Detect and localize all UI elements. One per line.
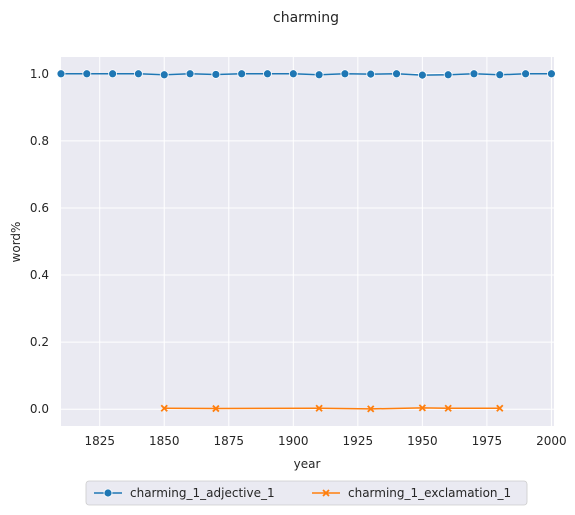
legend-marker-stroke bbox=[322, 489, 330, 497]
data-point bbox=[160, 404, 168, 412]
legend-entry: charming_1_adjective_1 bbox=[94, 486, 275, 500]
data-point bbox=[417, 70, 427, 80]
legend-box bbox=[85, 480, 528, 506]
x-tick-label: 1900 bbox=[278, 434, 309, 448]
data-point-stroke bbox=[212, 404, 220, 413]
data-point bbox=[237, 69, 247, 79]
data-point bbox=[185, 69, 195, 79]
x-tick-label: 1925 bbox=[343, 434, 374, 448]
data-point-stroke bbox=[367, 405, 375, 413]
data-point bbox=[547, 69, 556, 79]
data-point bbox=[211, 70, 221, 79]
data-point bbox=[82, 69, 92, 79]
data-point bbox=[496, 404, 504, 412]
x-tick-label: 1975 bbox=[472, 434, 503, 448]
x-tick-label: 1850 bbox=[149, 434, 180, 448]
y-tick-label: 0.4 bbox=[30, 268, 49, 282]
data-point bbox=[263, 69, 272, 79]
data-point bbox=[443, 70, 453, 80]
data-point bbox=[212, 404, 220, 413]
series-charming_1_exclamation_1 bbox=[160, 404, 504, 413]
series-layer bbox=[56, 69, 556, 413]
x-tick-label: 1950 bbox=[407, 434, 438, 448]
data-point-stroke bbox=[418, 404, 426, 412]
legend: charming_1_adjective_1 charming_1_exclama… bbox=[85, 480, 528, 506]
data-point bbox=[366, 69, 376, 79]
tick-labels: 1825 1850 1875 1900 1925 1950 1975 2000 0.0 0.2 0.… bbox=[30, 67, 567, 448]
data-point bbox=[444, 404, 452, 412]
plot-area bbox=[61, 57, 554, 426]
x-tick-label: 2000 bbox=[536, 434, 567, 448]
data-point bbox=[469, 69, 479, 79]
y-tick-label: 0.0 bbox=[30, 402, 49, 416]
data-point bbox=[392, 69, 401, 79]
legend-marker bbox=[322, 489, 330, 497]
series-charming_1_adjective_1 bbox=[56, 69, 556, 80]
data-point bbox=[56, 69, 66, 79]
data-point bbox=[418, 404, 426, 412]
data-point bbox=[288, 69, 298, 79]
data-point bbox=[521, 69, 531, 79]
y-tick-label: 1.0 bbox=[30, 67, 49, 81]
y-tick-label: 0.8 bbox=[30, 134, 49, 148]
legend-label: charming_1_adjective_1 bbox=[130, 486, 275, 500]
data-point-stroke bbox=[496, 404, 504, 412]
x-tick-label: 1875 bbox=[214, 434, 245, 448]
x-tick-label: 1825 bbox=[84, 434, 115, 448]
x-axis-label: year bbox=[294, 457, 321, 471]
chart-title: charming bbox=[273, 10, 339, 26]
data-point bbox=[108, 69, 118, 79]
data-point bbox=[340, 69, 350, 79]
data-point bbox=[367, 405, 375, 413]
data-point bbox=[314, 70, 324, 80]
data-point bbox=[495, 70, 505, 80]
y-tick-label: 0.6 bbox=[30, 201, 49, 215]
data-point bbox=[315, 404, 323, 412]
y-axis-label: word% bbox=[9, 222, 23, 263]
y-tick-label: 0.2 bbox=[30, 335, 49, 349]
data-point-stroke bbox=[315, 404, 323, 412]
legend-marker bbox=[103, 488, 113, 498]
data-point-stroke bbox=[444, 404, 452, 412]
legend-label: charming_1_exclamation_1 bbox=[348, 486, 511, 500]
data-point bbox=[134, 69, 143, 79]
data-point bbox=[159, 70, 169, 80]
legend-entry: charming_1_exclamation_1 bbox=[312, 486, 511, 500]
data-point-stroke bbox=[160, 404, 168, 412]
